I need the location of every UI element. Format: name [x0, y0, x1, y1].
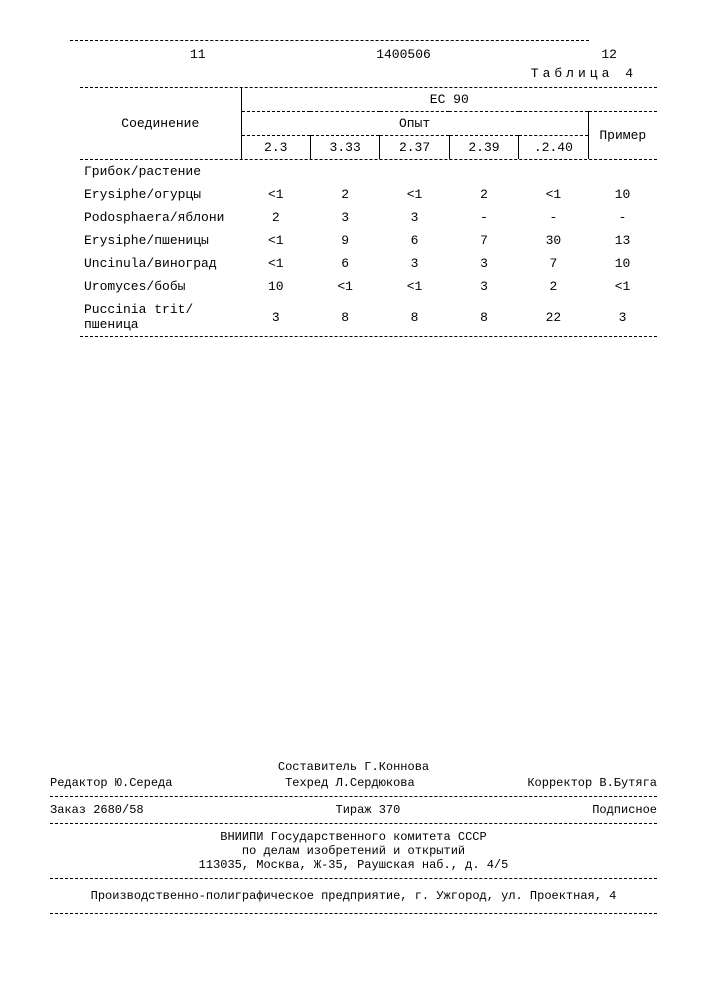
footer-addr: 113035, Москва, Ж-35, Раушская наб., д. …	[50, 858, 657, 872]
cell: 3	[380, 252, 449, 275]
cell: <1	[380, 275, 449, 298]
page-num-left: 11	[190, 47, 206, 62]
cell: 3	[241, 298, 310, 336]
table-row: Puccinia trit/пшеница 3 8 8 8 22 3	[80, 298, 657, 336]
cell: 7	[449, 229, 518, 252]
data-table: Соединение ЕС 90 Опыт Пример 2.3 3.33 2.…	[80, 88, 657, 336]
cell: 3	[449, 252, 518, 275]
table-row: Erysiphe/огурцы <1 2 <1 2 <1 10	[80, 183, 657, 206]
table-body: Грибок/растение Erysiphe/огурцы <1 2 <1 …	[80, 160, 657, 336]
cell: <1	[241, 252, 310, 275]
table-number-label: Таблица 4	[80, 66, 657, 81]
footer-corrector: Корректор В.Бутяга	[527, 776, 657, 790]
footer-sep-2	[50, 823, 657, 824]
table-row: Erysiphe/пшеницы <1 9 6 7 30 13	[80, 229, 657, 252]
top-rule	[70, 40, 589, 41]
cell: 7	[519, 252, 588, 275]
footer-tirage: Тираж 370	[336, 803, 401, 817]
col-header: 2.39	[449, 136, 518, 160]
page-num-right: 12	[601, 47, 617, 62]
row-label: Uromyces/бобы	[80, 275, 241, 298]
footer-order-row: Заказ 2680/58 Тираж 370 Подписное	[50, 803, 657, 817]
section-heading: Грибок/растение	[80, 160, 657, 183]
cell: 3	[588, 298, 657, 336]
cell: 8	[310, 298, 379, 336]
footer-compiler: Составитель Г.Коннова	[50, 760, 657, 774]
table-row: Uncinula/виноград <1 6 3 3 7 10	[80, 252, 657, 275]
row-label: Uncinula/виноград	[80, 252, 241, 275]
footer-credits-row: Редактор Ю.Середа Техред Л.Сердюкова Кор…	[50, 776, 657, 790]
cell: <1	[310, 275, 379, 298]
cell: 2	[449, 183, 518, 206]
cell: 8	[380, 298, 449, 336]
table-row: Uromyces/бобы 10 <1 <1 3 2 <1	[80, 275, 657, 298]
cell: -	[519, 206, 588, 229]
col-header: 2.3	[241, 136, 310, 160]
row-label: Podosphaera/яблони	[80, 206, 241, 229]
row-label: Puccinia trit/пшеница	[80, 298, 241, 336]
header-compound: Соединение	[80, 88, 241, 159]
cell: 13	[588, 229, 657, 252]
cell: 2	[310, 183, 379, 206]
table-head: Соединение ЕС 90 Опыт Пример 2.3 3.33 2.…	[80, 88, 657, 160]
header-opyt: Опыт	[241, 112, 588, 136]
cell: 10	[588, 252, 657, 275]
cell: -	[449, 206, 518, 229]
col-header: 3.33	[310, 136, 379, 160]
header-ec90: ЕС 90	[241, 88, 657, 112]
footer-order: Заказ 2680/58	[50, 803, 144, 817]
cell: -	[588, 206, 657, 229]
cell: 9	[310, 229, 379, 252]
cell: 22	[519, 298, 588, 336]
col-header: .2.40	[519, 136, 588, 160]
cell: <1	[241, 183, 310, 206]
header-primer: Пример	[588, 112, 657, 160]
footer-block: Составитель Г.Коннова Редактор Ю.Середа …	[50, 760, 657, 920]
cell: <1	[519, 183, 588, 206]
footer-press: Производственно-полиграфическое предприя…	[50, 889, 657, 903]
cell: 3	[380, 206, 449, 229]
col-header: 2.37	[380, 136, 449, 160]
cell: 2	[241, 206, 310, 229]
row-label: Erysiphe/огурцы	[80, 183, 241, 206]
cell: 10	[588, 183, 657, 206]
cell: 6	[380, 229, 449, 252]
cell: <1	[241, 229, 310, 252]
footer-org2: по делам изобретений и открытий	[50, 844, 657, 858]
cell: 2	[519, 275, 588, 298]
footer-sep-4	[50, 913, 657, 914]
cell: 10	[241, 275, 310, 298]
cell: 6	[310, 252, 379, 275]
table-border-bot	[80, 336, 657, 337]
footer-sub: Подписное	[592, 803, 657, 817]
doc-number: 1400506	[376, 47, 431, 62]
row-label: Erysiphe/пшеницы	[80, 229, 241, 252]
footer-editor: Редактор Ю.Середа	[50, 776, 172, 790]
cell: 3	[449, 275, 518, 298]
cell: <1	[588, 275, 657, 298]
footer-org1: ВНИИПИ Государственного комитета СССР	[50, 830, 657, 844]
header-row: 11 1400506 12	[80, 47, 657, 62]
footer-sep-1	[50, 796, 657, 797]
cell: 8	[449, 298, 518, 336]
page-container: 11 1400506 12 Таблица 4 Соединение ЕС 90…	[0, 0, 707, 1000]
footer-techred: Техред Л.Сердюкова	[285, 776, 415, 790]
footer-sep-3	[50, 878, 657, 879]
cell: 30	[519, 229, 588, 252]
table-row: Podosphaera/яблони 2 3 3 - - -	[80, 206, 657, 229]
cell: 3	[310, 206, 379, 229]
cell: <1	[380, 183, 449, 206]
